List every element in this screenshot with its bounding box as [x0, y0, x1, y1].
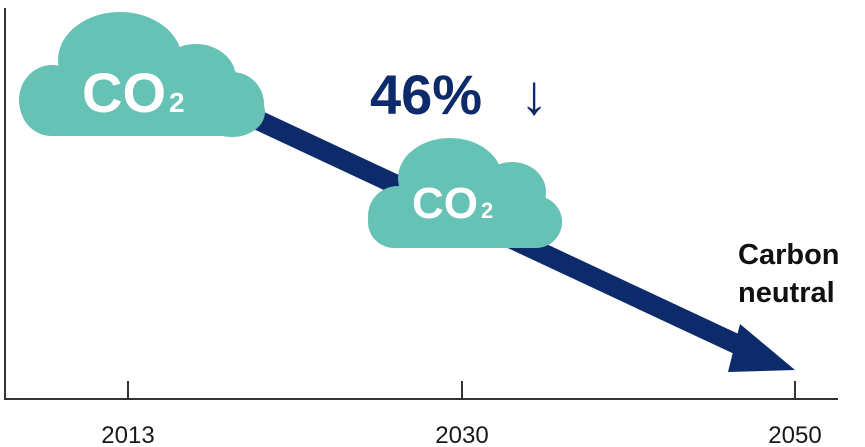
co2-cloud-2030: CO 2	[368, 138, 562, 248]
goal-label-line1: Carbon	[738, 239, 840, 271]
cloud-label-co2: CO 2	[412, 179, 493, 228]
cloud-label-co2: CO 2	[82, 61, 185, 124]
co2-cloud-2013: CO 2	[19, 12, 265, 137]
co2-subscript: 2	[169, 87, 185, 118]
cloud-shape	[19, 12, 265, 137]
x-tick-label-2013: 2013	[101, 422, 154, 447]
goal-label-line2: neutral	[738, 277, 835, 309]
goal-label: Carbon neutral	[738, 239, 848, 309]
co2-main-text: CO	[82, 61, 166, 124]
co2-main-text: CO	[412, 179, 478, 228]
x-tick-label-2050: 2050	[768, 422, 821, 447]
trend-arrow-head	[728, 324, 795, 372]
x-tick-label-2030: 2030	[435, 422, 488, 447]
reduction-down-arrow-icon: ↓	[520, 63, 548, 126]
co2-subscript: 2	[481, 198, 493, 223]
cloud-shape	[368, 138, 562, 248]
reduction-percent: 46%	[370, 63, 482, 126]
